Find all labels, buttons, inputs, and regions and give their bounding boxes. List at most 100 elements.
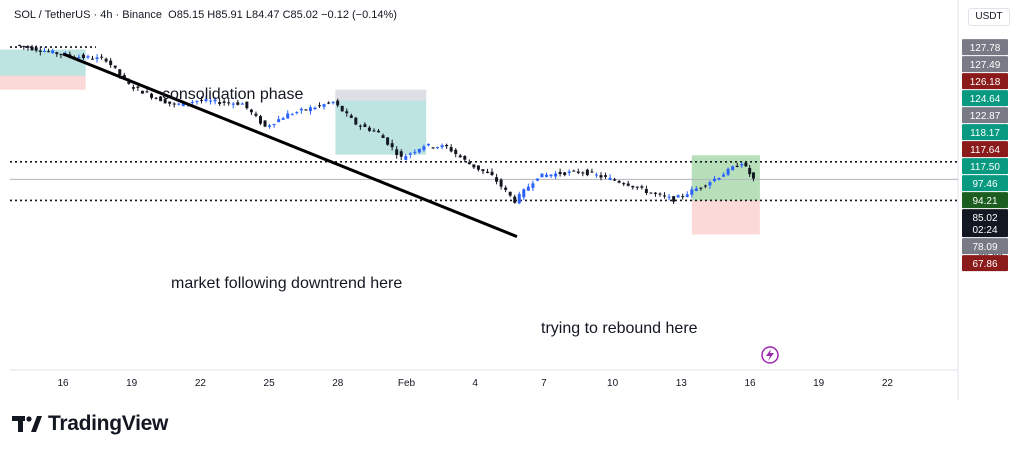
candle-body <box>604 175 608 177</box>
candle-body <box>222 101 226 103</box>
candle-body <box>454 149 458 155</box>
interval[interactable]: 4h <box>100 9 113 21</box>
price-label-text: 127.49 <box>970 60 1001 71</box>
candle-body <box>318 105 322 107</box>
price-label-text: 117.64 <box>970 145 1000 156</box>
candle-body <box>549 174 553 177</box>
candle-body <box>263 120 267 127</box>
candle-body <box>608 177 612 180</box>
price-label-box <box>962 175 1008 192</box>
candle-body <box>77 57 81 59</box>
candle-body <box>131 87 135 89</box>
price-label-text: 85.02 <box>972 213 997 224</box>
x-tick-label: 7 <box>541 378 547 389</box>
ohlc-change: −0.12 (−0.14%) <box>321 9 397 21</box>
candle-body <box>735 165 739 167</box>
candle-body <box>209 100 213 102</box>
downtrend-line <box>62 52 518 239</box>
candle-body <box>472 164 476 168</box>
candle-body <box>349 115 353 118</box>
candle-body <box>445 144 449 147</box>
candle-body <box>476 165 480 170</box>
candle-body <box>417 148 421 153</box>
candle-body <box>703 185 707 187</box>
candle-body <box>440 145 444 148</box>
ohlc-high: H85.91 <box>207 9 243 21</box>
candle-body <box>177 103 181 105</box>
candle-body <box>377 130 381 133</box>
candle-body <box>340 105 344 112</box>
candle-body <box>581 172 585 174</box>
candle-body <box>327 102 331 104</box>
price-label-box <box>962 192 1008 209</box>
price-label-box <box>962 238 1008 255</box>
candle-body <box>540 173 544 178</box>
tradingview-logo[interactable]: TradingView <box>12 412 168 436</box>
candle-body <box>249 109 253 113</box>
candle-body <box>367 127 371 131</box>
price-label-box <box>962 39 1008 56</box>
candle-body <box>640 186 644 188</box>
candle-body <box>399 151 403 157</box>
price-label-text: 126.18 <box>970 77 1001 88</box>
candle-body <box>95 57 99 60</box>
candle-body <box>331 101 335 104</box>
candle-body <box>358 125 362 127</box>
candle-body <box>663 195 667 197</box>
price-chart[interactable]: 1619222528Feb471013161922110.0090.0070.0… <box>0 0 1024 400</box>
ohlc-low: L84.47 <box>245 9 280 21</box>
symbol-pair[interactable]: SOL / TetherUS <box>14 9 91 21</box>
candle-body <box>204 99 208 102</box>
candle-body <box>649 192 653 194</box>
price-label-text: 117.50 <box>970 162 1000 173</box>
candle-body <box>190 102 194 104</box>
candle-body <box>286 113 290 119</box>
candle-body <box>390 143 394 148</box>
candle-body <box>322 104 326 107</box>
price-label-countdown: 02:24 <box>972 225 997 236</box>
candle-body <box>658 193 662 195</box>
price-label-text: 127.78 <box>970 43 1001 54</box>
candle-body <box>100 56 104 58</box>
candle-body <box>613 179 617 181</box>
zone-grey-2 <box>335 89 427 101</box>
x-tick-label: 16 <box>744 378 756 389</box>
candle-body <box>699 187 703 189</box>
candle-body <box>140 90 144 94</box>
candle-body <box>227 102 231 104</box>
candle-body <box>168 101 172 104</box>
candle-body <box>740 164 744 166</box>
price-label-text: 118.17 <box>970 128 1000 139</box>
candle-body <box>490 171 494 176</box>
candle-body <box>681 196 685 198</box>
candle-body <box>268 125 272 127</box>
candle-body <box>585 169 589 176</box>
price-label-box <box>962 158 1008 175</box>
zone-grey-green-4 <box>691 155 760 201</box>
candle-body <box>281 118 285 120</box>
zone-profit-0 <box>0 49 86 76</box>
currency-button[interactable]: USDT <box>968 8 1010 26</box>
candle-body <box>258 116 262 124</box>
price-label-text: 67.86 <box>972 259 997 270</box>
candle-body <box>594 174 598 176</box>
annotation-consolidation: consolidation phase <box>162 86 304 103</box>
candle-body <box>109 60 113 66</box>
candle-body <box>38 50 42 52</box>
candle-body <box>172 103 176 105</box>
symbol-header: SOL / TetherUS · 4h · Binance O85.15 H85… <box>14 9 397 21</box>
candle-body <box>622 183 626 185</box>
candle-body <box>513 196 517 203</box>
candle-body <box>744 162 748 167</box>
candle-body <box>218 102 222 104</box>
zone-profit-3 <box>335 100 427 155</box>
candle-body <box>531 183 535 188</box>
candle-body <box>631 185 635 188</box>
candle-body <box>277 119 281 123</box>
price-label-box <box>962 90 1008 107</box>
x-tick-label: 28 <box>332 378 344 389</box>
candle-body <box>413 151 417 153</box>
candle-body <box>213 99 217 102</box>
candle-body <box>231 103 235 105</box>
annotation-downtrend: market following downtrend here <box>171 275 403 292</box>
